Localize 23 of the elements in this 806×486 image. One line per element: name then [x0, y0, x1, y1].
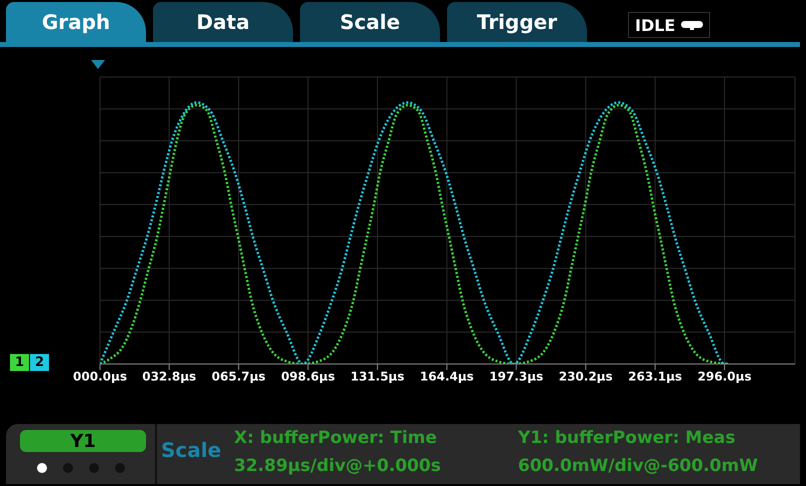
x-tick-label: 098.6µs: [281, 370, 336, 384]
x-tick-label: 131.5µs: [350, 370, 404, 384]
text: 32.89µs/div@+0.000s: [234, 456, 441, 476]
x-tick-label: 296.0µs: [698, 370, 752, 384]
x-tick-label: 000.0µs: [73, 370, 127, 384]
text: Graph: [6, 2, 146, 42]
x-tick-label: 065.7µs: [212, 370, 266, 384]
text: Y1: [20, 430, 146, 452]
text: 600.0mW/div@-600.0mW: [518, 456, 758, 476]
text: Data: [153, 2, 293, 42]
text: X: bufferPower: Time: [234, 428, 437, 448]
x-tick-label: 164.4µs: [420, 370, 474, 384]
x-tick-label: 230.2µs: [558, 370, 613, 384]
text: 1: [10, 354, 30, 371]
text: Scale: [161, 438, 222, 462]
text: 2: [30, 354, 50, 371]
text: Trigger: [447, 2, 587, 42]
text: IDLE: [635, 16, 676, 34]
text: Scale: [300, 2, 440, 42]
x-tick-label: 263.1µs: [628, 370, 682, 384]
text: Y1: bufferPower: Meas: [518, 428, 736, 448]
x-tick-label: 032.8µs: [142, 370, 196, 384]
x-tick-label: 197.3µs: [489, 370, 544, 384]
